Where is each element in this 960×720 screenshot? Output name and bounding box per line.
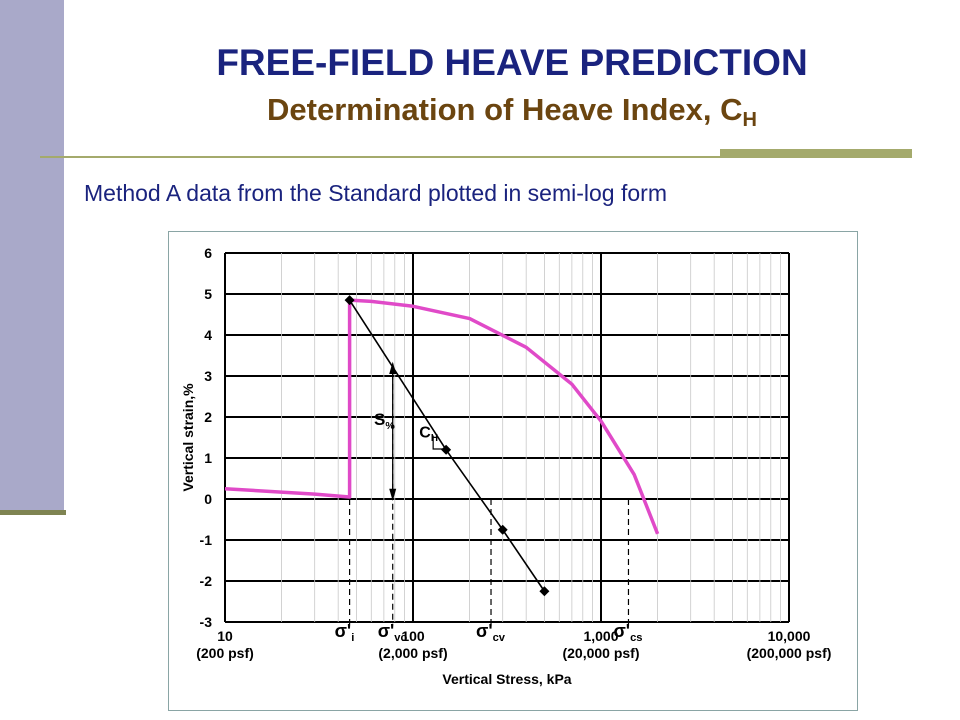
chart-frame: 6 5 4 3 2 1 0 -1 -2 -3 10 (200 psf) 100 (2,000 psf) 1,… (168, 231, 858, 711)
stress-label-cs: σ'cs (613, 621, 642, 644)
y-tick-label: 2 (204, 409, 212, 425)
y-tick-label: 6 (204, 245, 212, 261)
slope-triangle (432, 435, 447, 450)
data-point (344, 295, 355, 306)
y-axis-title: Vertical strain,% (180, 383, 196, 492)
sidebar-bar (0, 0, 64, 512)
arrow-head-up (389, 361, 397, 374)
x-tick-sublabel: (200 psf) (196, 645, 254, 661)
y-tick-label: -2 (200, 573, 213, 589)
stress-label-cv: σ'cv (476, 621, 506, 644)
slide-caption: Method A data from the Standard plotted … (84, 180, 667, 206)
subtitle-main: Determination of Heave Index, C (267, 92, 743, 127)
data-point (539, 586, 550, 597)
x-tick-label: 1,000 (583, 628, 618, 644)
data-point (441, 444, 452, 455)
x-tick-label: 100 (401, 628, 425, 644)
x-tick-sublabel: (20,000 psf) (562, 645, 639, 661)
stress-label-i: σ'i (335, 621, 355, 644)
data-point (497, 524, 508, 535)
y-tick-label: 3 (204, 368, 212, 384)
page-subtitle: Determination of Heave Index, CH (64, 92, 960, 132)
y-tick-label: -1 (200, 532, 213, 548)
title-divider-accent (720, 149, 912, 156)
sidebar-foot-accent (0, 510, 66, 515)
title-divider (40, 156, 912, 158)
x-tick-sublabel: (2,000 psf) (378, 645, 447, 661)
heave-index-label: CH (419, 425, 438, 445)
y-tick-label: -3 (200, 614, 213, 630)
page-title: FREE-FIELD HEAVE PREDICTION (216, 42, 808, 83)
x-tick-label: 10,000 (768, 628, 811, 644)
y-tick-label: 0 (204, 491, 212, 507)
y-tick-label: 5 (204, 286, 212, 302)
series-line (224, 298, 660, 535)
settlement-label: S% (374, 410, 395, 432)
subtitle-subscript: H (742, 109, 757, 131)
series-line (348, 299, 546, 592)
stress-label-vo: σ'vo (378, 621, 408, 644)
x-axis-title: Vertical Stress, kPa (442, 671, 571, 687)
arrow-head-down (389, 488, 397, 502)
y-tick-label: 4 (204, 327, 212, 343)
x-tick-sublabel: (200,000 psf) (747, 645, 832, 661)
x-tick-label: 10 (217, 628, 233, 644)
y-tick-label: 1 (204, 450, 212, 466)
